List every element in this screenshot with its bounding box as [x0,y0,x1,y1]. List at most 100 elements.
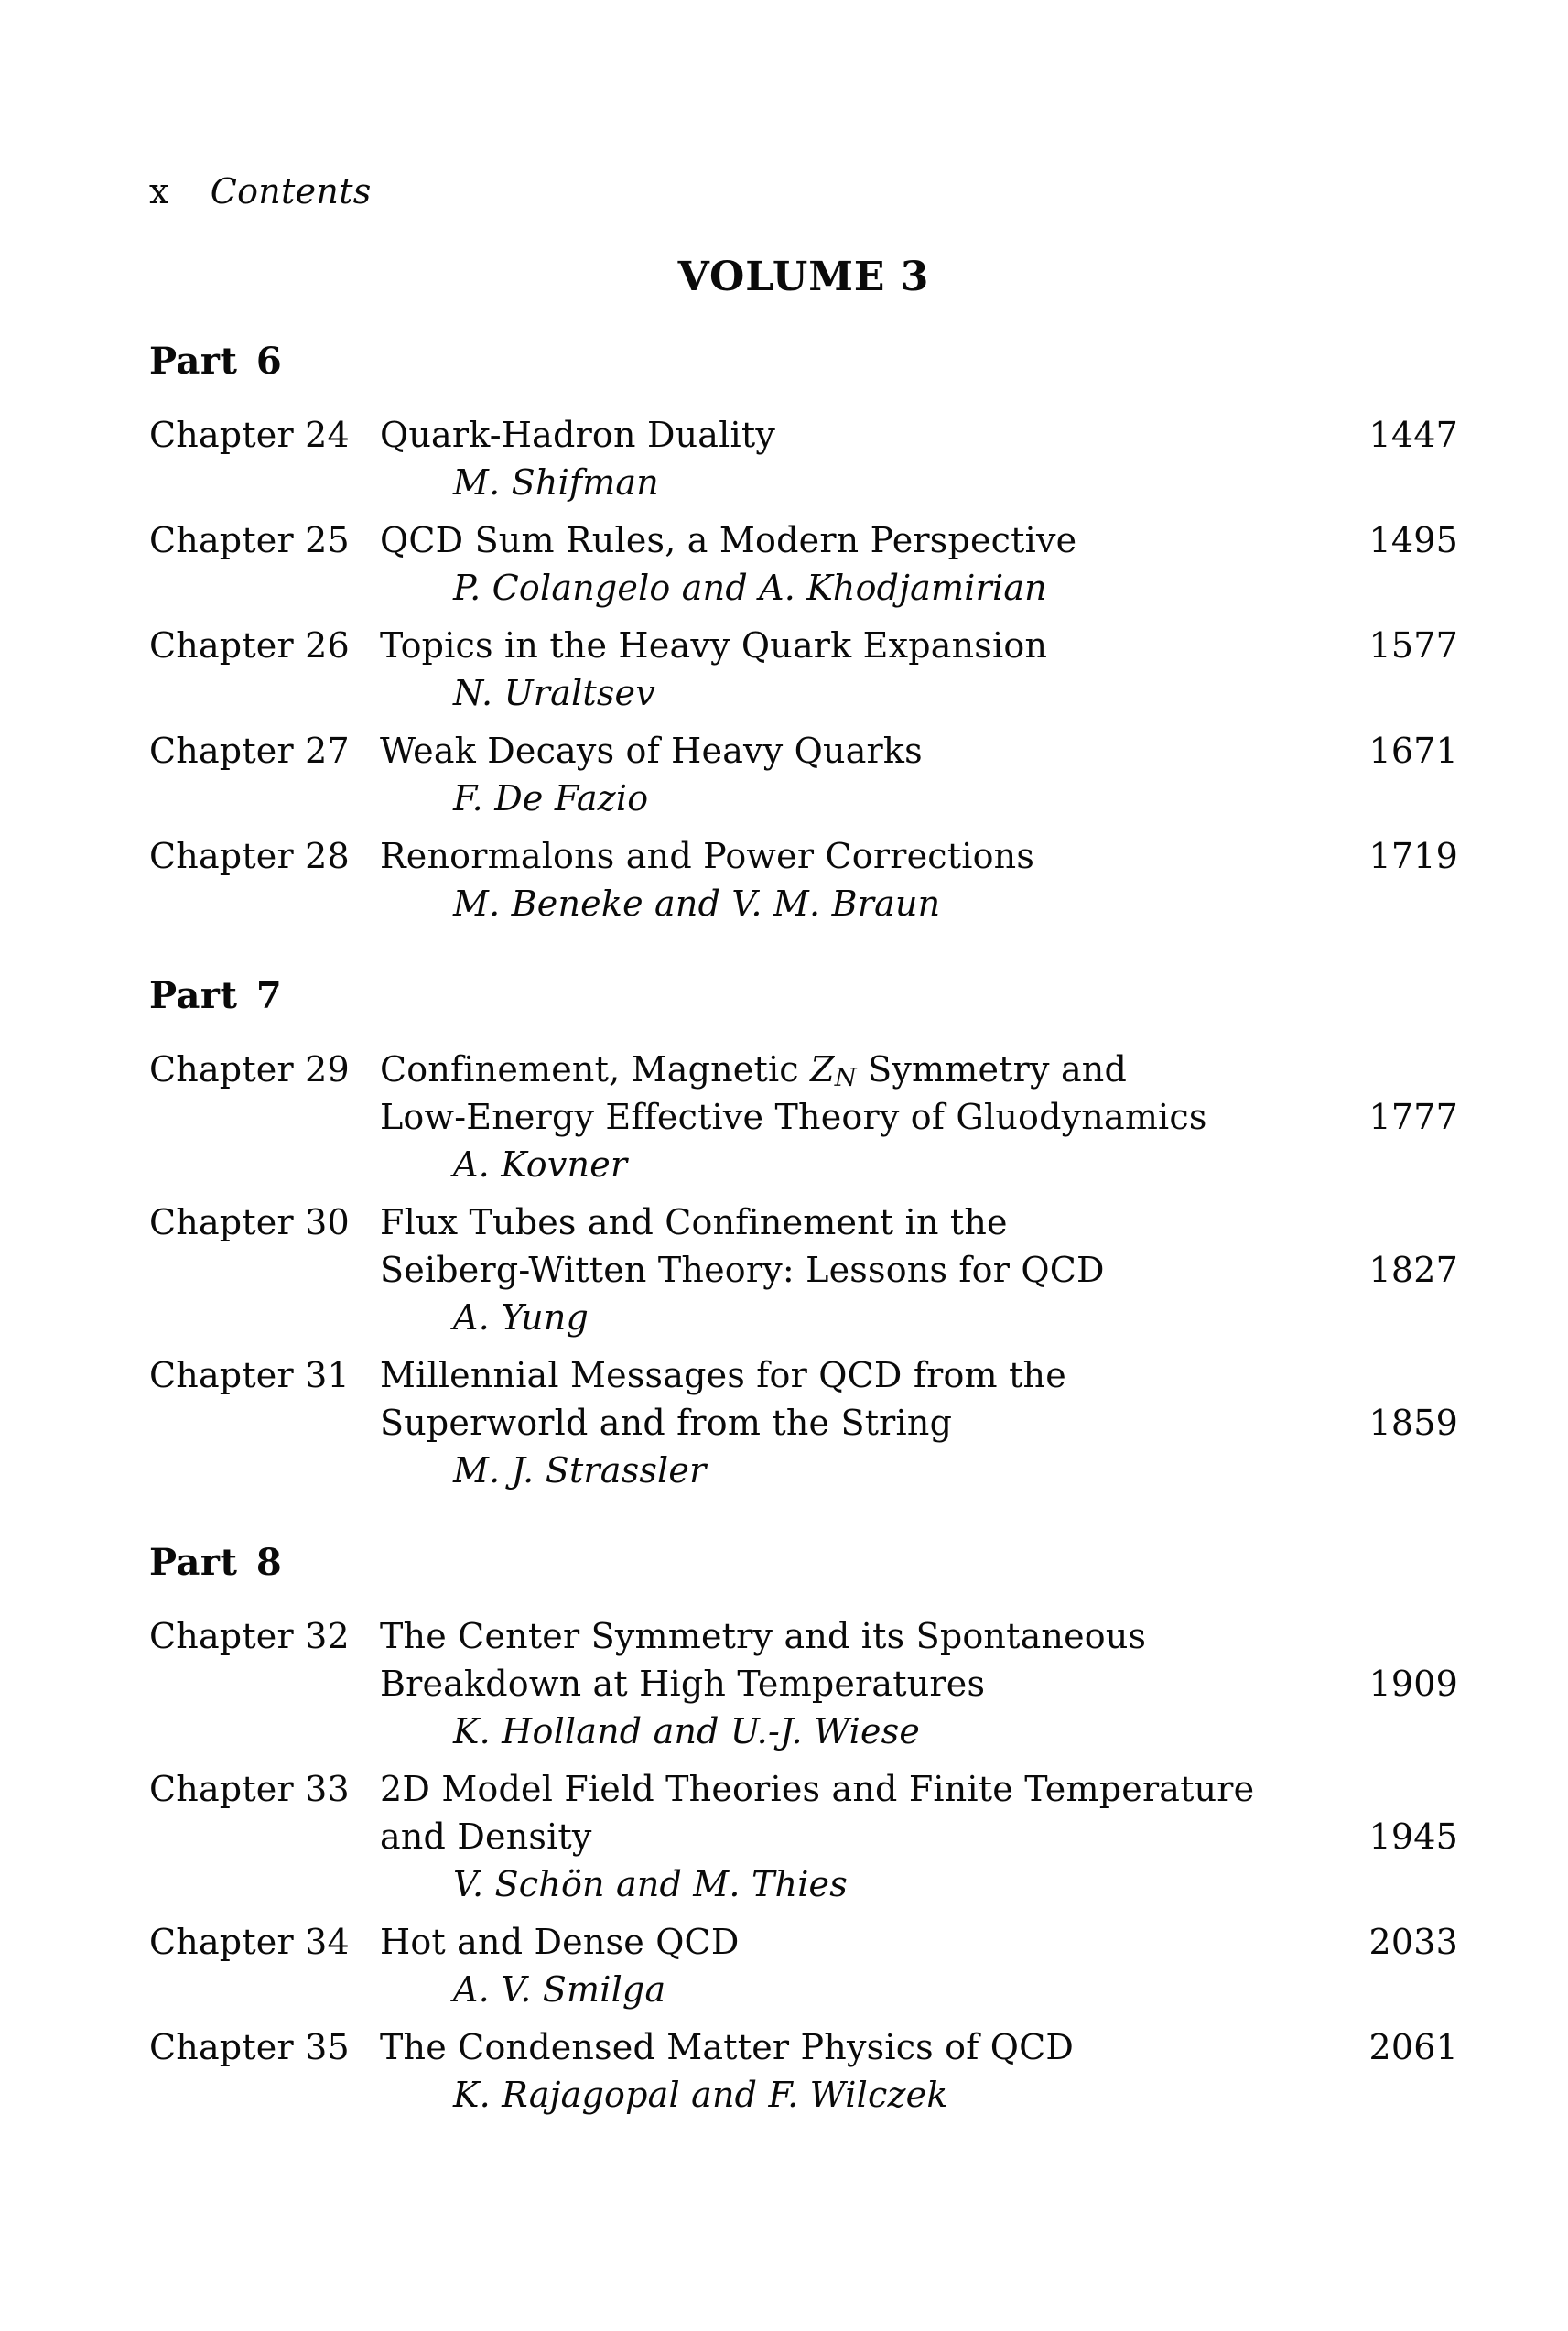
chapter-page-number [1339,2071,1458,2119]
chapter-entry: Chapter 33 2D Model Field Theories and Fi… [149,1765,1458,1908]
chapter-row: and Density 1945 [149,1813,1458,1860]
chapter-title-line: Quark-Hadron Duality [380,415,776,455]
chapter-title-line: Topics in the Heavy Quark Expansion [380,625,1048,666]
chapter-page-number [1339,1141,1458,1188]
chapter-page-number [1339,1708,1458,1755]
chapter-row: Chapter 33 2D Model Field Theories and Fi… [149,1765,1458,1813]
chapter-page-number [1339,1860,1458,1908]
math-subscript: N [834,1063,857,1092]
chapter-label [149,1813,380,1860]
chapter-page-number [1339,564,1458,612]
chapter-label [149,1447,380,1494]
part-section: Part 6 Chapter 24 Quark-Hadron Duality 1447… [149,303,1458,927]
toc-body: Part 6 Chapter 24 Quark-Hadron Duality 1447… [149,303,1458,2119]
chapter-page-number [1339,459,1458,506]
chapter-authors: M. J. Strassler [453,1450,707,1491]
chapter-row: Chapter 28 Renormalons and Power Correcti… [149,832,1458,880]
header-title: Contents [210,171,372,211]
chapter-page-number: 1495 [1368,520,1458,560]
chapter-label [149,1660,380,1708]
chapter-label: Chapter 26 [149,625,350,666]
chapter-page-number: 1447 [1368,415,1458,455]
chapter-authors: F. De Fazio [453,778,649,819]
chapter-page-number [1339,1198,1458,1246]
chapter-label: Chapter 32 [149,1616,350,1656]
chapter-row: N. Uraltsev [149,669,1458,717]
chapter-row: Chapter 32 The Center Symmetry and its Sp… [149,1612,1458,1660]
chapter-page-number [1339,1294,1458,1341]
part-heading: Part 7 [149,974,283,1017]
chapter-entry: Chapter 31 Millennial Messages for QCD fr… [149,1351,1458,1494]
title-text-segment: Symmetry and [856,1049,1127,1090]
chapter-row: M. Shifman [149,459,1458,506]
chapter-label: Chapter 24 [149,415,350,455]
chapter-label: Chapter 28 [149,836,350,876]
chapter-label [149,1246,380,1294]
running-head: x Contents [149,169,1458,213]
chapter-title-line: Low-Energy Effective Theory of Gluodynam… [380,1097,1207,1137]
chapter-page-number: 2061 [1368,2027,1458,2067]
chapter-row: Seiberg-Witten Theory: Lessons for QCD 18… [149,1246,1458,1294]
chapter-page-number: 1945 [1368,1816,1458,1857]
chapter-row: V. Schön and M. Thies [149,1860,1458,1908]
chapter-label: Chapter 31 [149,1355,350,1395]
chapter-page-number [1339,1351,1458,1399]
chapter-title-line: QCD Sum Rules, a Modern Perspective [380,520,1077,560]
chapter-page-number [1339,775,1458,822]
chapter-entry: Chapter 28 Renormalons and Power Correcti… [149,832,1458,927]
chapter-title-line: Millennial Messages for QCD from the [380,1355,1066,1395]
chapter-row: Superworld and from the String 1859 [149,1399,1458,1447]
chapter-label [149,1399,380,1447]
chapter-page-number: 2033 [1368,1922,1458,1962]
chapter-page-number [1339,1046,1458,1093]
chapter-label [149,1708,380,1755]
chapter-authors: N. Uraltsev [453,673,655,713]
chapter-title-line: Hot and Dense QCD [380,1922,740,1962]
chapter-row: Chapter 24 Quark-Hadron Duality 1447 [149,411,1458,459]
chapter-authors: K. Rajagopal and F. Wilczek [453,2075,948,2115]
chapter-row: P. Colangelo and A. Khodjamirian [149,564,1458,612]
page-number: x [149,171,169,211]
chapter-entry: Chapter 27 Weak Decays of Heavy Quarks 167… [149,727,1458,822]
chapter-page-number: 1577 [1368,625,1458,666]
chapter-page-number [1339,1966,1458,2013]
chapter-authors: A. Yung [453,1297,589,1338]
chapter-row: Chapter 34 Hot and Dense QCD 2033 [149,1918,1458,1966]
chapter-label [149,564,380,612]
chapter-row: Chapter 29 Confinement, Magnetic ZN Symme… [149,1046,1458,1093]
chapter-entry: Chapter 25 QCD Sum Rules, a Modern Perspe… [149,516,1458,612]
chapter-page-number: 1719 [1368,836,1458,876]
chapter-title-line: 2D Model Field Theories and Finite Tempe… [380,1769,1255,1809]
chapter-title-line: Confinement, Magnetic ZN Symmetry and [380,1046,1339,1093]
chapter-row: Chapter 26 Topics in the Heavy Quark Expa… [149,622,1458,669]
chapter-label [149,880,380,927]
chapter-row: M. Beneke and V. M. Braun [149,880,1458,927]
math-symbol: Z [810,1049,835,1090]
chapter-row: M. J. Strassler [149,1447,1458,1494]
chapter-row: K. Holland and U.-J. Wiese [149,1708,1458,1755]
chapter-label [149,2071,380,2119]
chapter-label: Chapter 35 [149,2027,350,2067]
chapter-title-line: and Density [380,1816,592,1857]
part-heading: Part 8 [149,1541,283,1584]
chapter-authors: M. Shifman [453,462,659,503]
chapter-entry: Chapter 30 Flux Tubes and Confinement in … [149,1198,1458,1341]
chapter-entry: Chapter 26 Topics in the Heavy Quark Expa… [149,622,1458,717]
chapter-entry: Chapter 35 The Condensed Matter Physics o… [149,2023,1458,2119]
chapter-row: Breakdown at High Temperatures 1909 [149,1660,1458,1708]
chapter-row: K. Rajagopal and F. Wilczek [149,2071,1458,2119]
part-section: Part 7 Chapter 29 Confinement, Magnetic ZN… [149,938,1458,1494]
chapter-authors: K. Holland and U.-J. Wiese [453,1711,921,1751]
chapter-row: Low-Energy Effective Theory of Gluodynam… [149,1093,1458,1141]
chapter-title-line: Superworld and from the String [380,1403,953,1443]
chapter-entry: Chapter 29 Confinement, Magnetic ZN Symme… [149,1046,1458,1188]
chapter-row: Chapter 31 Millennial Messages for QCD fr… [149,1351,1458,1399]
chapter-page-number: 1671 [1368,731,1458,771]
chapter-page-number [1339,669,1458,717]
chapter-page-number: 1859 [1368,1403,1458,1443]
chapter-row: Chapter 30 Flux Tubes and Confinement in … [149,1198,1458,1246]
part-heading: Part 6 [149,340,283,383]
chapter-entry: Chapter 34 Hot and Dense QCD 2033 A. V. Smi… [149,1918,1458,2013]
chapter-label [149,1966,380,2013]
